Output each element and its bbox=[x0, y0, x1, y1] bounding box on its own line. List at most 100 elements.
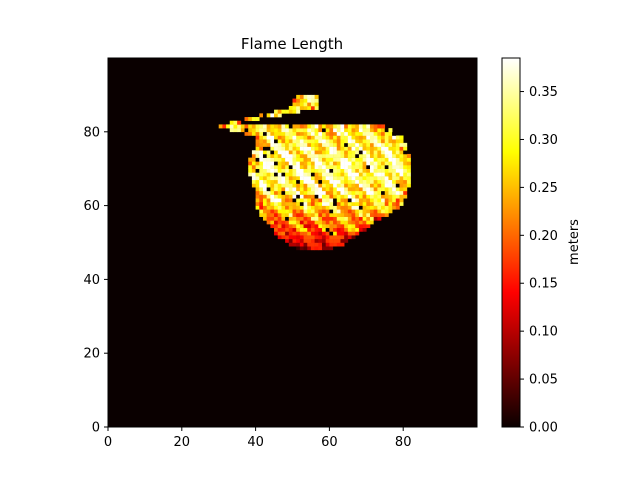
heatmap-cell bbox=[336, 176, 341, 181]
heatmap-cell bbox=[274, 124, 279, 129]
heatmap-cell bbox=[274, 113, 279, 118]
heatmap-cell bbox=[274, 135, 279, 140]
heatmap-cell bbox=[347, 231, 352, 236]
heatmap-cell bbox=[285, 109, 290, 114]
heatmap-cell bbox=[384, 190, 389, 195]
heatmap-cell bbox=[340, 128, 345, 133]
heatmap-cell bbox=[277, 235, 282, 240]
heatmap-cell bbox=[255, 131, 260, 136]
heatmap-cell bbox=[329, 231, 334, 236]
heatmap-cell bbox=[366, 212, 371, 217]
heatmap-cell bbox=[395, 198, 400, 203]
heatmap-cell bbox=[318, 235, 323, 240]
heatmap-cell bbox=[392, 135, 397, 140]
heatmap-cell bbox=[222, 124, 227, 129]
heatmap-cell bbox=[344, 179, 349, 184]
heatmap-cell bbox=[299, 146, 304, 151]
heatmap-cell bbox=[303, 153, 308, 158]
heatmap-cell bbox=[307, 209, 312, 214]
heatmap-cell bbox=[347, 176, 352, 181]
heatmap-cell bbox=[310, 187, 315, 192]
heatmap-cell bbox=[333, 179, 338, 184]
heatmap-cell bbox=[373, 168, 378, 173]
heatmap-cell bbox=[274, 179, 279, 184]
heatmap-cell bbox=[277, 146, 282, 151]
heatmap-cell bbox=[310, 165, 315, 169]
heatmap-cell bbox=[340, 153, 345, 158]
heatmap-cell bbox=[285, 131, 290, 136]
heatmap-cell bbox=[303, 131, 308, 136]
heatmap-cell bbox=[336, 227, 341, 232]
heatmap-cell bbox=[329, 238, 334, 243]
heatmap-cell bbox=[325, 224, 330, 229]
heatmap-cell bbox=[347, 168, 352, 173]
heatmap-cell bbox=[377, 139, 382, 144]
heatmap-cell bbox=[362, 216, 367, 221]
heatmap-cell bbox=[281, 187, 286, 192]
heatmap-cell bbox=[403, 183, 408, 188]
heatmap-cell bbox=[303, 161, 308, 166]
heatmap-cell bbox=[333, 220, 338, 225]
heatmap-cell bbox=[262, 113, 267, 118]
heatmap-cell bbox=[344, 201, 349, 206]
heatmap-cell bbox=[333, 205, 338, 210]
heatmap-cell bbox=[362, 220, 367, 225]
heatmap-cell bbox=[281, 161, 286, 166]
heatmap-cell bbox=[251, 176, 256, 181]
heatmap-cell bbox=[255, 176, 260, 181]
heatmap-cell bbox=[322, 183, 327, 188]
heatmap-cell bbox=[307, 227, 312, 232]
heatmap-cell bbox=[344, 157, 349, 162]
heatmap-cell bbox=[366, 209, 371, 214]
heatmap-cell bbox=[392, 131, 397, 136]
heatmap-cell bbox=[285, 176, 290, 181]
heatmap-cell bbox=[288, 187, 293, 192]
heatmap-cell bbox=[307, 150, 312, 155]
heatmap-cell bbox=[347, 139, 352, 144]
heatmap-cell bbox=[237, 124, 242, 129]
heatmap-cell bbox=[314, 231, 319, 236]
heatmap-cell bbox=[403, 179, 408, 184]
heatmap-cell bbox=[255, 205, 260, 210]
heatmap-cell bbox=[403, 194, 408, 199]
heatmap-cell bbox=[318, 131, 323, 136]
heatmap-cell bbox=[340, 131, 345, 136]
heatmap-cell bbox=[288, 157, 293, 162]
y-tick-label: 40 bbox=[83, 273, 100, 288]
heatmap-cell bbox=[251, 157, 256, 162]
heatmap-cell bbox=[314, 216, 319, 221]
heatmap-cell bbox=[333, 165, 338, 169]
heatmap-cell bbox=[274, 157, 279, 162]
colorbar-tick-label: 0.25 bbox=[529, 181, 558, 196]
heatmap-cell bbox=[248, 165, 253, 169]
heatmap-cell bbox=[406, 176, 411, 181]
heatmap-cell bbox=[340, 194, 345, 199]
heatmap-cell bbox=[384, 135, 389, 140]
heatmap-cell bbox=[310, 102, 315, 107]
heatmap-cell bbox=[366, 201, 371, 206]
heatmap-cell bbox=[340, 216, 345, 221]
heatmap-cell bbox=[229, 120, 234, 125]
heatmap-cell bbox=[355, 157, 360, 162]
heatmap-cell bbox=[381, 139, 386, 144]
heatmap-cell bbox=[255, 124, 260, 129]
heatmap-cell bbox=[329, 227, 334, 232]
heatmap-cell bbox=[384, 157, 389, 162]
heatmap-cell bbox=[281, 150, 286, 155]
colorbar-tick-label: 0.35 bbox=[529, 85, 558, 100]
heatmap-cell bbox=[277, 131, 282, 136]
heatmap-cell bbox=[395, 187, 400, 192]
heatmap-cell bbox=[292, 235, 297, 240]
heatmap-cell bbox=[303, 212, 308, 217]
heatmap-cell bbox=[366, 157, 371, 162]
heatmap-cell bbox=[292, 227, 297, 232]
heatmap-cell bbox=[262, 201, 267, 206]
heatmap-cell bbox=[362, 139, 367, 144]
heatmap-cell bbox=[255, 172, 260, 177]
heatmap-cell bbox=[292, 168, 297, 173]
heatmap-cell bbox=[318, 146, 323, 151]
heatmap-cell bbox=[288, 242, 293, 247]
heatmap-cell bbox=[347, 179, 352, 184]
heatmap-cell bbox=[292, 142, 297, 147]
heatmap-cell bbox=[347, 227, 352, 232]
